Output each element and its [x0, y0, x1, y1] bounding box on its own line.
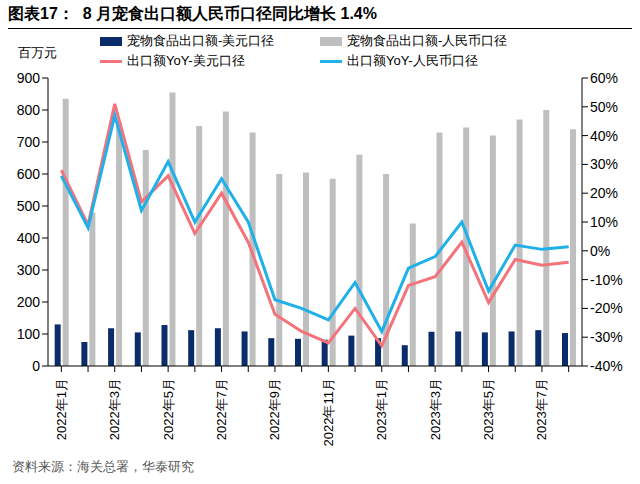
svg-text:2022年7月: 2022年7月 — [214, 378, 229, 440]
svg-text:10%: 10% — [590, 214, 618, 230]
svg-text:30%: 30% — [590, 156, 618, 172]
html-text:图表17： 8 月宠食出口额人民币口径同比增长 1.4%: 图表17： 8 月宠食出口额人民币口径同比增长 1.4% — [8, 5, 377, 22]
html-text:宠物食品出口额-美元口径: 宠物食品出口额-美元口径 — [127, 33, 275, 48]
svg-text:2023年3月: 2023年3月 — [428, 378, 443, 440]
svg-text:-10%: -10% — [590, 272, 623, 288]
svg-text:700: 700 — [17, 134, 41, 150]
svg-text:2023年1月: 2023年1月 — [374, 378, 389, 440]
svg-text:-40%: -40% — [590, 358, 623, 374]
svg-text:20%: 20% — [590, 185, 618, 201]
svg-text:50%: 50% — [590, 99, 618, 115]
svg-text:-20%: -20% — [590, 300, 623, 316]
svg-text:800: 800 — [17, 102, 41, 118]
svg-text:500: 500 — [17, 198, 41, 214]
svg-text:0%: 0% — [590, 243, 610, 259]
svg-text:300: 300 — [17, 262, 41, 278]
svg-text:2022年9月: 2022年9月 — [267, 378, 282, 440]
svg-text:2022年3月: 2022年3月 — [107, 378, 122, 440]
svg-text:2022年1月: 2022年1月 — [54, 378, 69, 440]
svg-text:2022年11月: 2022年11月 — [321, 378, 336, 446]
html-text:出口额YoY-人民币口径: 出口额YoY-人民币口径 — [347, 53, 478, 68]
svg-text:600: 600 — [17, 166, 41, 182]
svg-text:2023年5月: 2023年5月 — [481, 378, 496, 440]
svg-text:400: 400 — [17, 230, 41, 246]
html-text:出口额YoY-美元口径: 出口额YoY-美元口径 — [127, 53, 245, 68]
html-text:资料来源：海关总署，华泰研究: 资料来源：海关总署，华泰研究 — [12, 459, 194, 474]
html-text:百万元: 百万元 — [18, 45, 57, 60]
svg-text:0: 0 — [32, 358, 40, 374]
svg-text:40%: 40% — [590, 128, 618, 144]
svg-text:100: 100 — [17, 326, 41, 342]
svg-text:-30%: -30% — [590, 329, 623, 345]
svg-text:2022年5月: 2022年5月 — [161, 378, 176, 440]
html-text:宠物食品出口额-人民币口径: 宠物食品出口额-人民币口径 — [347, 33, 508, 48]
svg-text:200: 200 — [17, 294, 41, 310]
svg-text:900: 900 — [17, 70, 41, 86]
svg-text:2023年7月: 2023年7月 — [534, 378, 549, 440]
svg-text:60%: 60% — [590, 70, 618, 86]
